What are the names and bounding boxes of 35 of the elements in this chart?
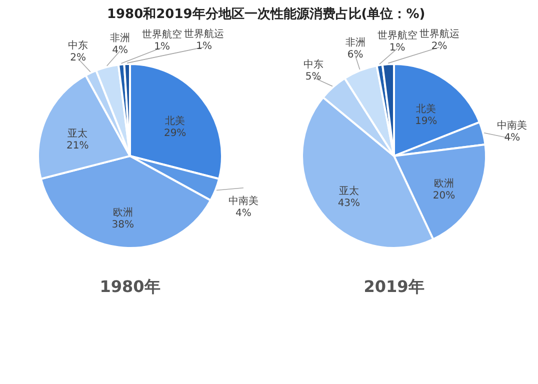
slice-label: 欧洲	[434, 177, 454, 190]
slice-label: 中南美	[497, 120, 528, 132]
data-label: 4%	[504, 132, 520, 144]
slice-label: 中东	[68, 40, 88, 52]
slice-label: 中东	[303, 58, 324, 70]
slice-label: 非洲	[110, 32, 130, 44]
slice-label: 亚太	[338, 184, 359, 197]
slice-label: 北美	[165, 115, 186, 128]
slice-label: 世界航运	[419, 28, 460, 40]
data-label: 4%	[235, 208, 252, 219]
data-label: 2%	[70, 52, 86, 64]
text: 1980年	[100, 277, 160, 296]
slice-label: 北美	[416, 102, 436, 115]
data-label: 6%	[347, 50, 364, 61]
data-label: 19%	[414, 116, 438, 127]
slice-label: 非洲	[345, 36, 366, 49]
data-label: 20%	[432, 190, 456, 202]
data-label: 1%	[196, 41, 212, 52]
slice-label: 世界航运	[184, 28, 224, 40]
slice-label: 中南美	[228, 194, 258, 207]
data-label: 43%	[338, 198, 360, 209]
data-label: 21%	[66, 140, 89, 152]
chart-title: 1980和2019年分地区一次性能源消费占比(单位：%)	[106, 6, 426, 22]
slice-label: 世界航空	[142, 28, 182, 41]
slice-label: 世界航空	[377, 30, 418, 42]
data-label: 1%	[389, 42, 406, 54]
data-label: 4%	[112, 44, 128, 56]
data-label: 5%	[305, 71, 322, 82]
slice-label: 欧洲	[112, 206, 133, 219]
data-label: 38%	[112, 220, 134, 231]
slice-label: 亚太	[68, 127, 88, 140]
text: 2019年	[364, 277, 424, 296]
data-label: 1%	[154, 42, 170, 53]
data-label: 2%	[431, 41, 448, 52]
data-label: 29%	[164, 128, 186, 140]
